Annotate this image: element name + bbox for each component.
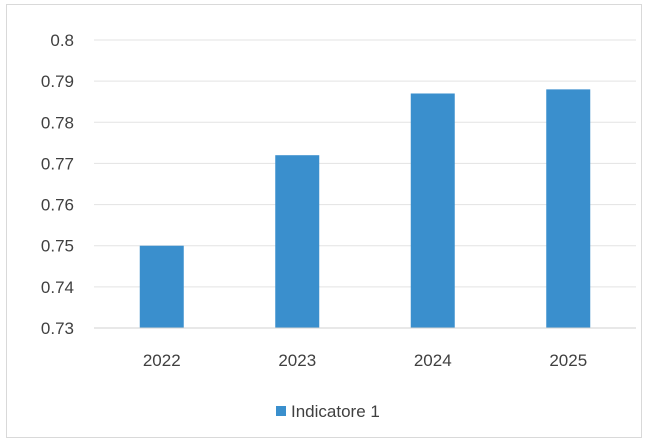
bar-2022 xyxy=(139,245,184,328)
legend: Indicatore 1 xyxy=(276,402,380,421)
bar-2025 xyxy=(546,89,591,328)
y-tick-label: 0.74 xyxy=(41,278,74,297)
bar-2024 xyxy=(410,93,455,328)
legend-label: Indicatore 1 xyxy=(291,402,380,421)
x-tick-label: 2022 xyxy=(143,351,181,370)
y-tick-label: 0.73 xyxy=(41,319,74,338)
x-tick-label: 2025 xyxy=(549,351,587,370)
bar-2023 xyxy=(275,155,320,328)
y-tick-label: 0.75 xyxy=(41,237,74,256)
x-axis-tick-labels: 2022 2023 2024 2025 xyxy=(143,351,587,370)
bars xyxy=(139,89,591,328)
x-tick-label: 2023 xyxy=(278,351,316,370)
x-tick-label: 2024 xyxy=(414,351,452,370)
y-tick-label: 0.77 xyxy=(41,154,74,173)
y-tick-label: 0.8 xyxy=(50,31,74,50)
y-tick-label: 0.76 xyxy=(41,196,74,215)
y-axis-tick-labels: 0.73 0.74 0.75 0.76 0.77 0.78 0.79 0.8 xyxy=(41,31,74,338)
y-tick-label: 0.79 xyxy=(41,72,74,91)
y-tick-label: 0.78 xyxy=(41,113,74,132)
chart-area xyxy=(6,4,642,438)
legend-swatch xyxy=(276,406,286,416)
